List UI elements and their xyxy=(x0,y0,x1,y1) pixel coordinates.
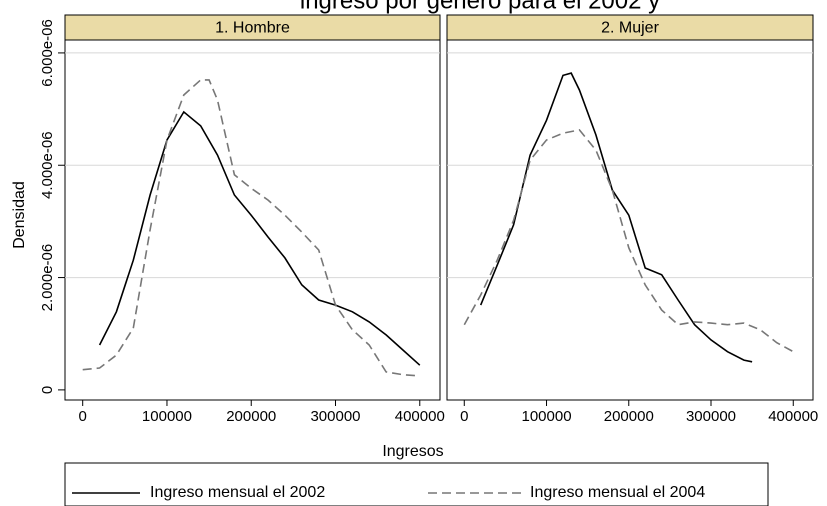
x-tick-label: 100000 xyxy=(142,408,192,425)
y-axis-label: Densidad xyxy=(11,181,28,249)
x-tick-label: 300000 xyxy=(310,408,360,425)
x-tick-label: 400000 xyxy=(395,408,445,425)
x-tick-label: 0 xyxy=(460,408,468,425)
y-tick-label: 6.000e-06 xyxy=(39,19,56,87)
x-tick-label: 300000 xyxy=(686,408,736,425)
x-axis-label: Ingresos xyxy=(382,443,443,460)
y-tick-label: 4.000e-06 xyxy=(39,131,56,199)
panel-header xyxy=(446,14,814,41)
y-tick-label: 2.000e-06 xyxy=(39,244,56,312)
x-tick-label: 0 xyxy=(79,408,87,425)
x-tick-label: 400000 xyxy=(768,408,818,425)
legend-label: Ingreso mensual el 2002 xyxy=(150,484,325,501)
plot-area xyxy=(64,39,441,401)
density-line xyxy=(463,129,794,353)
chart-title: ingreso por género para el 2002 y xyxy=(300,0,660,14)
density-line xyxy=(82,79,420,377)
panel-title: 1. Hombre xyxy=(215,20,290,37)
panel-title: 2. Mujer xyxy=(601,20,659,37)
legend-label: Ingreso mensual el 2004 xyxy=(530,484,705,501)
x-tick-label: 200000 xyxy=(226,408,276,425)
density-line xyxy=(98,110,421,366)
density-line xyxy=(479,72,753,363)
legend xyxy=(64,462,769,506)
y-tick-label: 0 xyxy=(39,386,56,394)
x-tick-label: 100000 xyxy=(521,408,571,425)
x-tick-label: 200000 xyxy=(604,408,654,425)
